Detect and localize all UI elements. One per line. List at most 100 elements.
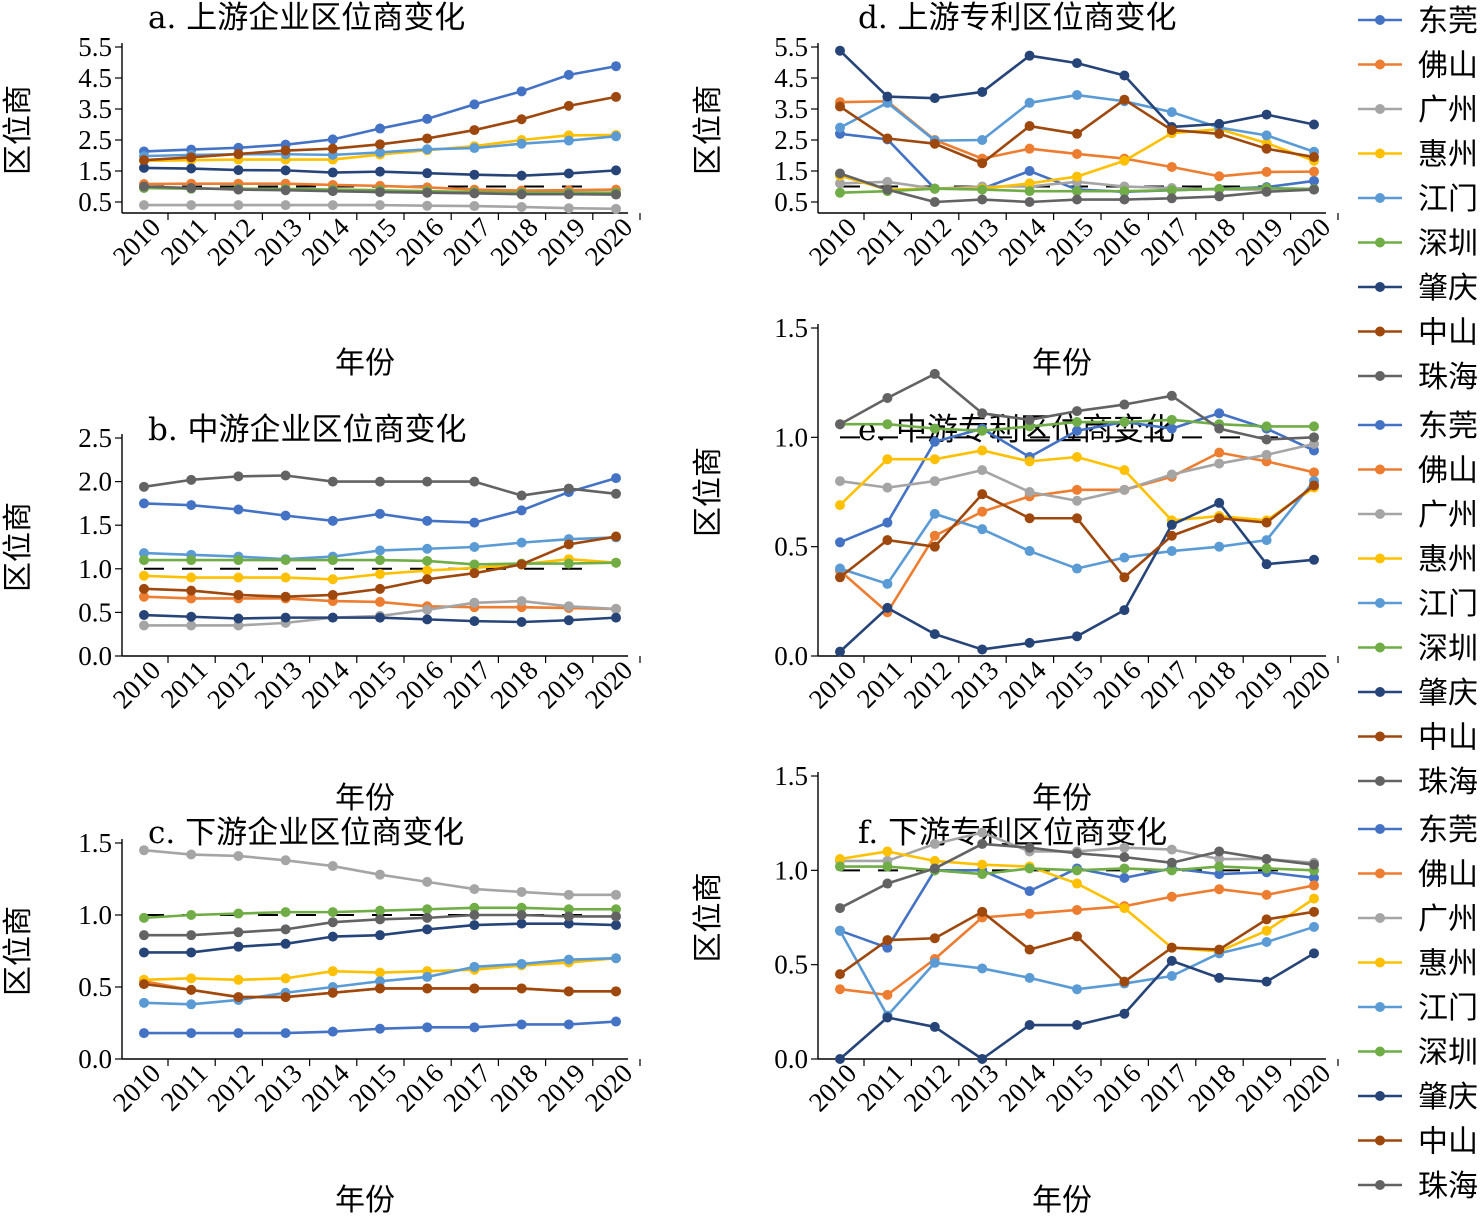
data-point <box>375 596 385 607</box>
data-point <box>611 531 621 542</box>
legend-swatch-marker <box>1375 420 1385 430</box>
data-point <box>1072 148 1082 159</box>
data-point <box>563 954 574 965</box>
data-point <box>1119 94 1130 105</box>
data-point <box>1166 530 1177 541</box>
data-point <box>1166 414 1177 425</box>
legend-item: 珠海 <box>1358 360 1478 395</box>
data-point <box>1309 921 1319 932</box>
data-point <box>1119 465 1130 476</box>
data-point <box>1119 155 1130 166</box>
data-point <box>375 476 385 487</box>
data-point <box>1072 186 1082 197</box>
data-point <box>327 907 338 918</box>
data-point <box>469 983 480 994</box>
data-point <box>1261 143 1272 154</box>
data-point <box>139 1028 149 1039</box>
data-point <box>139 548 149 559</box>
data-point <box>1119 399 1130 410</box>
x-tick-label: 2019 <box>1229 655 1288 714</box>
data-point <box>186 163 197 174</box>
data-point <box>1072 194 1082 205</box>
data-point <box>327 555 338 566</box>
chart-panel-e: e. 中游专利区位商变化0.00.51.01.52010201120122013… <box>691 313 1339 816</box>
data-point <box>882 989 893 1000</box>
x-tick-label: 2020 <box>579 655 638 714</box>
data-point <box>422 565 433 576</box>
x-tick-label: 2015 <box>1040 655 1099 714</box>
data-point <box>327 589 338 600</box>
data-point <box>1072 495 1082 506</box>
data-point <box>611 473 621 484</box>
legend-label: 肇庆 <box>1418 676 1478 711</box>
data-point <box>516 189 527 200</box>
data-point <box>1072 848 1082 859</box>
data-point <box>835 122 845 133</box>
data-point <box>1024 1020 1035 1031</box>
data-point <box>516 616 527 627</box>
x-tick-label: 2019 <box>532 1058 591 1117</box>
data-point <box>1309 421 1319 432</box>
data-point <box>882 517 893 528</box>
data-point <box>977 184 988 195</box>
x-tick-label: 2013 <box>248 212 307 271</box>
y-tick-label: 0.0 <box>78 1044 112 1074</box>
data-point <box>882 602 893 613</box>
data-point <box>1309 467 1319 478</box>
data-point <box>186 572 197 583</box>
data-point <box>1166 955 1177 966</box>
x-tick-label: 2015 <box>343 655 402 714</box>
legend-swatch-marker <box>1375 776 1385 786</box>
data-point <box>422 168 433 179</box>
data-point <box>469 616 480 627</box>
data-point <box>422 133 433 144</box>
x-tick-label: 2019 <box>532 655 591 714</box>
data-point <box>977 906 988 917</box>
data-point <box>1261 535 1272 546</box>
x-tick-label: 2013 <box>248 1058 307 1117</box>
x-tick-label: 2019 <box>1229 1058 1288 1117</box>
data-point <box>186 593 197 604</box>
series-7 <box>835 906 1319 987</box>
legend-swatch-marker <box>1375 957 1385 968</box>
series-4 <box>139 953 621 1010</box>
data-point <box>1072 406 1082 417</box>
data-point <box>280 510 291 521</box>
x-tick-label: 2012 <box>201 212 260 271</box>
x-tick-label: 2018 <box>484 1058 543 1117</box>
data-point <box>563 615 574 626</box>
data-point <box>929 1021 940 1032</box>
series-8 <box>835 368 1319 445</box>
data-point <box>929 423 940 434</box>
data-point <box>835 572 845 583</box>
data-point <box>422 543 433 554</box>
data-point <box>1309 893 1319 904</box>
data-point <box>1072 171 1082 182</box>
data-point <box>835 537 845 548</box>
data-point <box>375 555 385 566</box>
data-point <box>1166 970 1177 981</box>
x-tick-label: 2012 <box>898 212 957 271</box>
data-point <box>929 629 940 640</box>
data-point <box>929 436 940 447</box>
data-point <box>375 166 385 177</box>
legend-swatch-marker <box>1375 326 1385 337</box>
data-point <box>977 1054 988 1064</box>
data-point <box>835 168 845 179</box>
data-point <box>375 930 385 941</box>
data-point <box>186 973 197 984</box>
data-point <box>1024 121 1035 132</box>
data-point <box>1261 130 1272 141</box>
data-point <box>1166 193 1177 204</box>
data-point <box>233 620 244 631</box>
x-tick-label: 2017 <box>1135 1058 1194 1117</box>
y-tick-label: 1.0 <box>78 900 112 930</box>
data-point <box>835 925 845 936</box>
series-8 <box>835 168 1319 207</box>
data-point <box>1166 844 1177 855</box>
data-point <box>469 542 480 552</box>
x-tick-label: 2010 <box>107 1058 166 1117</box>
legend-item: 深圳 <box>1358 632 1478 667</box>
y-tick-label: 1.5 <box>774 761 808 791</box>
data-point <box>835 984 845 995</box>
